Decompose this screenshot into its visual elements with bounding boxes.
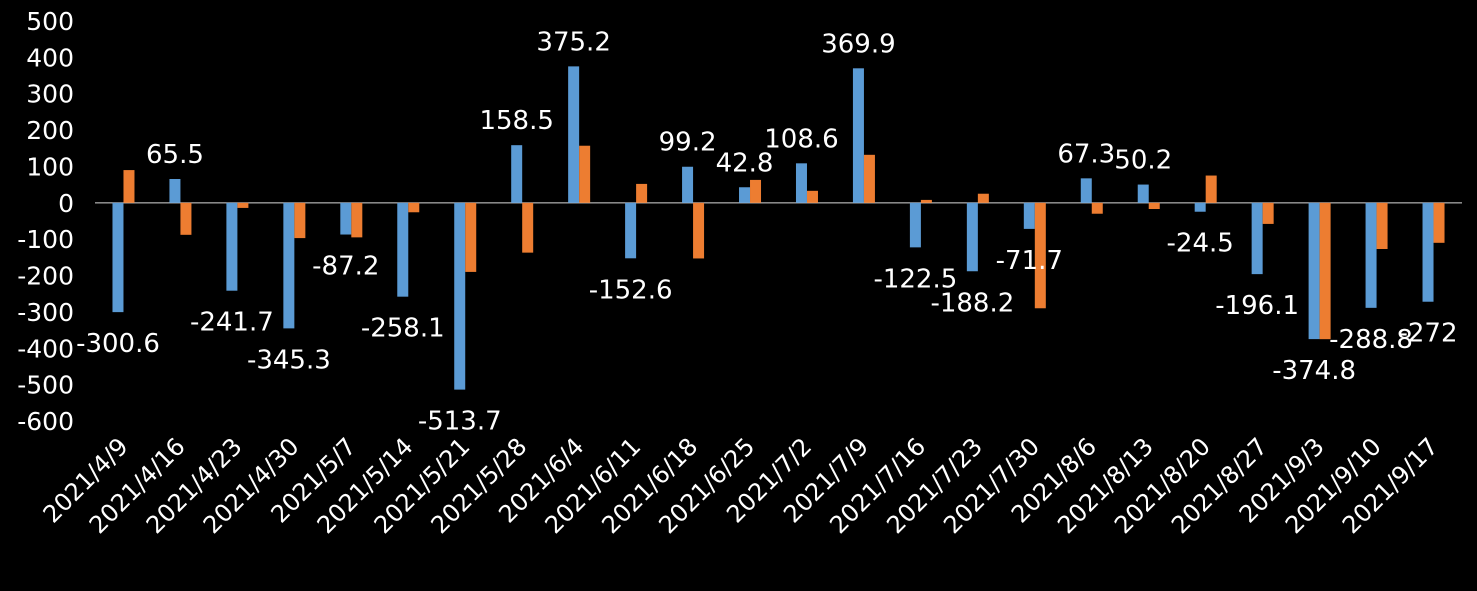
bar-series2-2021/6/25: [750, 179, 762, 203]
bar-series2-2021/5/14: [408, 202, 420, 213]
bar-series1-2021/8/20: [1194, 202, 1206, 212]
data-label: -152.6: [589, 275, 673, 305]
bar-series1-2021/6/4: [568, 66, 580, 203]
data-label: -122.5: [873, 264, 957, 294]
bars: [112, 66, 1445, 390]
bar-series2-2021/7/16: [920, 199, 932, 203]
y-tick-label: -200: [17, 262, 74, 291]
bar-series2-2021/5/7: [351, 202, 363, 238]
y-axis: 500 400 300 200 100 0 -100 -200 -300 -400 -500 -600: [17, 7, 74, 436]
data-label: -188.2: [930, 288, 1014, 318]
bar-series1-2021/6/11: [625, 202, 637, 259]
bar-series2-2021/8/6: [1091, 202, 1103, 214]
y-tick-label: -500: [17, 371, 74, 400]
bar-series2-2021/9/3: [1319, 202, 1331, 340]
bar-series2-2021/7/2: [806, 190, 818, 203]
bar-series2-2021/4/9: [123, 170, 135, 203]
bar-series2-2021/4/16: [180, 202, 192, 235]
data-label: -196.1: [1215, 291, 1299, 321]
bar-series1-2021/5/7: [340, 202, 352, 235]
data-label: -345.3: [247, 345, 331, 375]
data-label: 50.2: [1114, 146, 1172, 176]
bar-series1-2021/4/30: [283, 202, 295, 329]
data-label: 108.6: [764, 124, 838, 154]
y-tick-label: 200: [26, 116, 74, 145]
data-label: -272: [1399, 319, 1458, 349]
bar-series2-2021/4/23: [237, 202, 249, 208]
data-label: -87.2: [312, 252, 379, 282]
bar-series1-2021/9/17: [1422, 202, 1434, 302]
bar-series2-2021/6/11: [636, 183, 648, 203]
bar-series2-2021/5/28: [522, 202, 534, 253]
data-label: -24.5: [1167, 229, 1234, 259]
bar-series2-2021/6/18: [693, 202, 705, 259]
bar-series2-2021/9/10: [1376, 202, 1388, 249]
data-label: -71.7: [996, 246, 1063, 276]
bar-series1-2021/7/23: [966, 202, 978, 272]
data-label: 42.8: [716, 148, 774, 178]
bar-series2-2021/7/23: [977, 193, 989, 203]
bar-series1-2021/8/13: [1137, 184, 1149, 203]
y-tick-label: 300: [26, 80, 74, 109]
data-label: 158.5: [479, 106, 553, 136]
bar-series2-2021/8/27: [1262, 202, 1274, 224]
bar-series1-2021/8/6: [1080, 178, 1092, 203]
bar-series1-2021/5/21: [454, 202, 466, 390]
y-tick-label: 400: [26, 43, 74, 72]
data-label: -258.1: [361, 314, 445, 344]
bar-series1-2021/4/9: [112, 202, 124, 313]
bar-series1-2021/5/14: [397, 202, 409, 297]
bar-series1-2021/4/23: [226, 202, 238, 291]
bar-series2-2021/9/17: [1433, 202, 1445, 243]
bar-series1-2021/7/9: [852, 68, 864, 203]
bar-series1-2021/6/18: [682, 166, 694, 203]
data-label: -300.6: [76, 329, 160, 359]
data-label: -374.8: [1272, 356, 1356, 386]
bar-series2-2021/8/20: [1205, 175, 1217, 203]
bar-series2-2021/4/30: [294, 202, 306, 239]
bar-series1-2021/7/16: [909, 202, 921, 248]
bar-series1-2021/4/16: [169, 179, 181, 203]
bar-series1-2021/5/28: [511, 145, 523, 203]
bar-series2-2021/6/4: [579, 145, 591, 203]
bar-series1-2021/9/10: [1365, 202, 1377, 308]
y-tick-label: 0: [58, 189, 74, 218]
bar-series1-2021/7/2: [795, 163, 807, 203]
x-axis: 2021/4/92021/4/162021/4/232021/4/302021/…: [38, 432, 1444, 539]
data-labels: -300.6 65.5 -241.7 -345.3 -87.2 -258.1 -513.7 1…: [76, 27, 1457, 436]
y-tick-label: 500: [26, 7, 74, 36]
bar-series1-2021/9/3: [1308, 202, 1320, 340]
bar-series1-2021/6/25: [739, 187, 751, 203]
y-tick-label: -600: [17, 407, 74, 436]
data-label: 65.5: [146, 140, 204, 170]
data-label: 369.9: [821, 29, 895, 59]
data-label: -288.8: [1329, 325, 1413, 355]
data-label: 375.2: [536, 27, 610, 57]
bar-series2-2021/7/30: [1034, 202, 1046, 309]
y-tick-label: -400: [17, 334, 74, 363]
data-label: 99.2: [659, 128, 717, 158]
data-label: -241.7: [190, 308, 274, 338]
data-label: 67.3: [1057, 139, 1115, 169]
y-tick-label: 100: [26, 152, 74, 181]
y-tick-label: -100: [17, 225, 74, 254]
y-tick-label: -300: [17, 298, 74, 327]
bar-series2-2021/5/21: [465, 202, 477, 272]
bar-series1-2021/7/30: [1023, 202, 1035, 229]
bar-series2-2021/8/13: [1148, 202, 1160, 209]
bar-series1-2021/8/27: [1251, 202, 1263, 275]
data-label: -513.7: [418, 407, 502, 437]
bar-series2-2021/7/9: [863, 154, 875, 203]
